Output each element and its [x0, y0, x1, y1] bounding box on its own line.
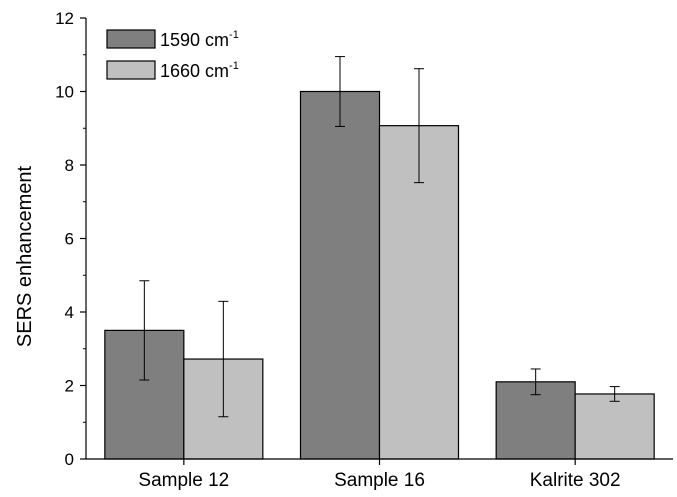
x-ticks: Sample 12 Sample 16 Kalrite 302: [138, 459, 621, 491]
y-tick-label: 10: [55, 83, 74, 102]
bars-layer: [104, 90, 655, 460]
legend-label-superscript: -1: [229, 29, 239, 41]
legend-swatch: [106, 60, 156, 80]
y-axis-title: SERS enhancement: [14, 165, 36, 347]
x-tick-label: Kalrite 302: [530, 470, 621, 491]
y-tick-label: 0: [65, 450, 74, 469]
y-ticks: 0 2 4 6 8 10 12: [55, 9, 86, 469]
legend-swatch: [106, 29, 156, 49]
error-bars-layer: [139, 56, 620, 418]
y-tick-label: 4: [65, 303, 74, 322]
legend-label: 1660 cm-1: [160, 60, 239, 81]
x-tick-label: Sample 12: [138, 470, 229, 491]
y-tick-label: 12: [55, 9, 74, 28]
legend-label-superscript: -1: [229, 60, 239, 72]
bar-2-3: [574, 393, 655, 460]
y-tick-label: 8: [65, 156, 74, 175]
bar-1-2: [299, 90, 381, 460]
legend-label: 1590 cm-1: [160, 29, 239, 50]
x-tick-label: Sample 16: [334, 470, 425, 491]
legend: 1590 cm-1 1660 cm-1: [106, 29, 239, 81]
y-tick-label: 6: [65, 230, 74, 249]
y-tick-label: 2: [65, 377, 74, 396]
